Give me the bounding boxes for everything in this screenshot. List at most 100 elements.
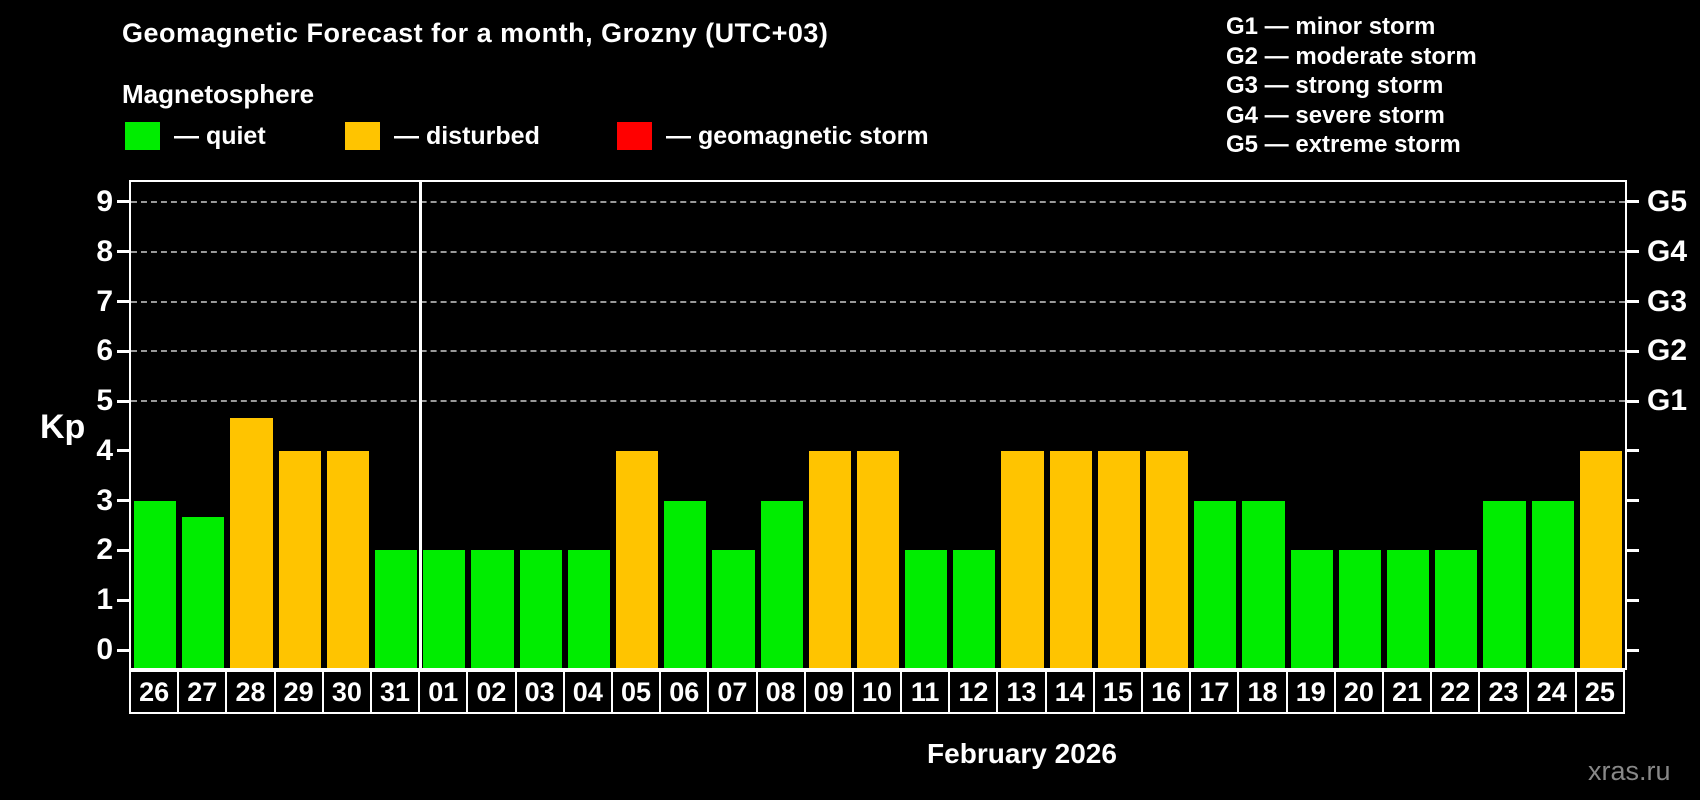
day-label-04: 04 bbox=[562, 670, 613, 714]
y-tick-right-4 bbox=[1625, 449, 1639, 453]
y-tick-right-2 bbox=[1625, 548, 1639, 552]
magnetosphere-label: Magnetosphere bbox=[122, 79, 315, 109]
day-label-12: 12 bbox=[948, 670, 999, 714]
storm-color-swatch bbox=[617, 122, 652, 150]
day-label-18: 18 bbox=[1237, 670, 1288, 714]
y-tick-left-7 bbox=[117, 300, 131, 304]
y-tick-label-0: 0 bbox=[96, 633, 113, 666]
day-label-16: 16 bbox=[1141, 670, 1192, 714]
y-tick-right-0 bbox=[1625, 648, 1639, 652]
legend-label-disturbed: — disturbed bbox=[394, 121, 540, 150]
bar-day-18 bbox=[1242, 500, 1285, 668]
bar-day-05 bbox=[615, 450, 659, 668]
bar-day-09 bbox=[808, 450, 851, 668]
y-tick-left-2 bbox=[117, 548, 131, 552]
bar-day-28 bbox=[230, 417, 273, 668]
y-tick-label-3: 3 bbox=[96, 483, 113, 517]
g-axis-label-G1: G1 bbox=[1647, 384, 1688, 418]
bar-day-20 bbox=[1338, 550, 1382, 668]
day-label-11: 11 bbox=[900, 670, 951, 714]
g-legend-item-5: G5 — extreme storm bbox=[1226, 131, 1461, 158]
y-tick-left-5 bbox=[117, 399, 131, 403]
gridline-kp-7 bbox=[131, 300, 1625, 303]
bar-day-26 bbox=[134, 500, 177, 668]
g-legend-item-2: G2 — moderate storm bbox=[1226, 42, 1477, 70]
x-axis-title: February 2026 bbox=[927, 738, 1117, 769]
y-tick-left-3 bbox=[117, 499, 131, 503]
day-label-09: 09 bbox=[803, 670, 854, 714]
bar-day-16 bbox=[1146, 450, 1189, 668]
y-tick-right-3 bbox=[1625, 499, 1639, 503]
day-label-27: 27 bbox=[177, 670, 228, 714]
y-tick-label-9: 9 bbox=[96, 184, 113, 218]
legend-item-quiet: — quiet bbox=[125, 121, 266, 151]
day-label-15: 15 bbox=[1092, 670, 1144, 714]
day-label-30: 30 bbox=[321, 670, 372, 714]
y-tick-left-4 bbox=[117, 449, 131, 453]
y-axis-title: Kp bbox=[40, 408, 86, 446]
gridline-kp-5 bbox=[131, 400, 1625, 403]
day-label-10: 10 bbox=[851, 670, 903, 714]
month-separator-line bbox=[418, 182, 422, 668]
g-legend-item-4: G4 — severe storm bbox=[1226, 101, 1445, 129]
bar-day-11 bbox=[905, 550, 948, 668]
day-label-24: 24 bbox=[1526, 670, 1577, 714]
bar-day-19 bbox=[1290, 550, 1333, 668]
y-tick-right-6 bbox=[1625, 349, 1639, 353]
g-scale-legend: G1 — minor storm G2 — moderate storm G3 — … bbox=[1226, 12, 1477, 160]
legend-item-storm: — geomagnetic storm bbox=[617, 121, 929, 151]
g-axis-label-G5: G5 bbox=[1647, 184, 1688, 218]
bar-day-10 bbox=[856, 450, 900, 668]
bar-day-14 bbox=[1049, 450, 1092, 668]
bar-day-12 bbox=[953, 550, 996, 668]
bar-day-21 bbox=[1387, 550, 1430, 668]
day-label-26: 26 bbox=[129, 670, 180, 714]
y-tick-label-2: 2 bbox=[96, 533, 113, 567]
day-label-08: 08 bbox=[755, 670, 806, 714]
day-label-05: 05 bbox=[610, 670, 662, 714]
day-label-02: 02 bbox=[466, 670, 517, 714]
y-tick-right-5 bbox=[1625, 399, 1639, 403]
y-tick-left-0 bbox=[117, 648, 131, 652]
day-label-25: 25 bbox=[1574, 670, 1625, 714]
y-tick-label-7: 7 bbox=[96, 284, 113, 318]
bar-day-02 bbox=[471, 550, 514, 668]
day-label-14: 14 bbox=[1044, 670, 1095, 714]
y-tick-left-1 bbox=[117, 598, 131, 602]
day-label-29: 29 bbox=[273, 670, 324, 714]
y-tick-left-9 bbox=[117, 200, 131, 204]
y-tick-right-1 bbox=[1625, 598, 1639, 602]
y-tick-label-8: 8 bbox=[96, 234, 113, 268]
day-label-23: 23 bbox=[1478, 670, 1529, 714]
disturbed-color-swatch bbox=[345, 122, 380, 150]
bar-day-04 bbox=[567, 550, 610, 668]
legend-label-quiet: — quiet bbox=[174, 121, 266, 150]
day-label-07: 07 bbox=[707, 670, 758, 714]
y-tick-label-6: 6 bbox=[96, 334, 113, 368]
quiet-color-swatch bbox=[125, 122, 160, 150]
g-axis-label-G2: G2 bbox=[1647, 334, 1688, 368]
bar-day-22 bbox=[1435, 550, 1478, 668]
g-legend-item-3: G3 — strong storm bbox=[1226, 72, 1444, 99]
bar-day-01 bbox=[423, 550, 466, 668]
y-tick-left-6 bbox=[117, 349, 131, 353]
gridline-kp-8 bbox=[131, 250, 1625, 253]
y-tick-left-8 bbox=[117, 250, 131, 254]
legend-item-disturbed: — disturbed bbox=[345, 121, 540, 151]
y-tick-label-1: 1 bbox=[96, 583, 113, 617]
g-legend-item-1: G1 — minor storm bbox=[1226, 13, 1436, 40]
day-label-31: 31 bbox=[369, 670, 421, 714]
day-label-21: 21 bbox=[1382, 670, 1433, 714]
watermark: xras.ru bbox=[1588, 756, 1671, 786]
bar-day-07 bbox=[712, 550, 755, 668]
day-label-13: 13 bbox=[996, 670, 1047, 714]
g-axis-label-G4: G4 bbox=[1647, 234, 1688, 268]
gridline-kp-6 bbox=[131, 350, 1625, 353]
day-label-22: 22 bbox=[1430, 670, 1481, 714]
day-label-06: 06 bbox=[659, 670, 710, 714]
bar-day-08 bbox=[760, 500, 803, 668]
bar-day-17 bbox=[1194, 500, 1237, 668]
y-tick-label-5: 5 bbox=[96, 384, 113, 418]
g-axis-label-G3: G3 bbox=[1647, 284, 1688, 318]
